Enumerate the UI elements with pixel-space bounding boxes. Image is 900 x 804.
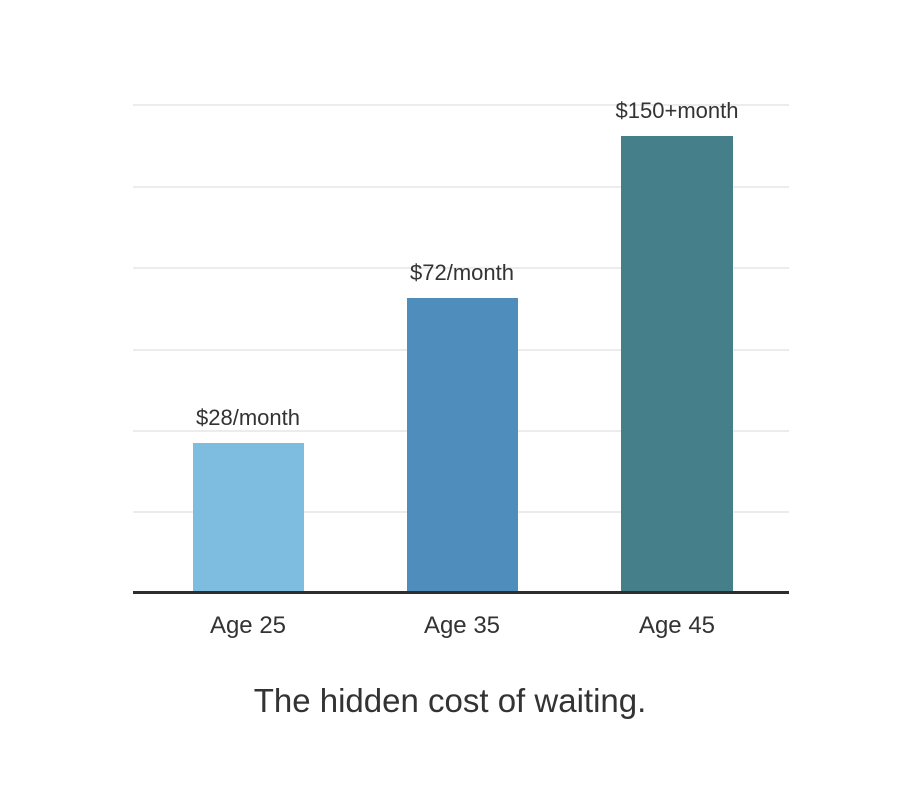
bar-age-35 (407, 298, 518, 592)
chart-plot-area: $28/month $72/month $150+month Age 25 Ag… (133, 0, 789, 804)
x-tick-age-25: Age 25 (209, 612, 287, 639)
x-tick-age-35: Age 35 (423, 612, 501, 639)
bar-age-25 (193, 443, 304, 592)
gridline (133, 267, 789, 269)
value-label-age-25: $28/month (196, 405, 300, 430)
gridline (133, 104, 789, 106)
value-label-age-35: $72/month (410, 260, 514, 285)
bar-age-45 (621, 136, 733, 592)
x-tick-age-45: Age 45 (638, 612, 716, 639)
x-axis-line (133, 591, 789, 594)
value-label-age-45: $150+month (615, 98, 739, 123)
gridline (133, 186, 789, 188)
chart-caption: The hidden cost of waiting. (253, 682, 647, 719)
